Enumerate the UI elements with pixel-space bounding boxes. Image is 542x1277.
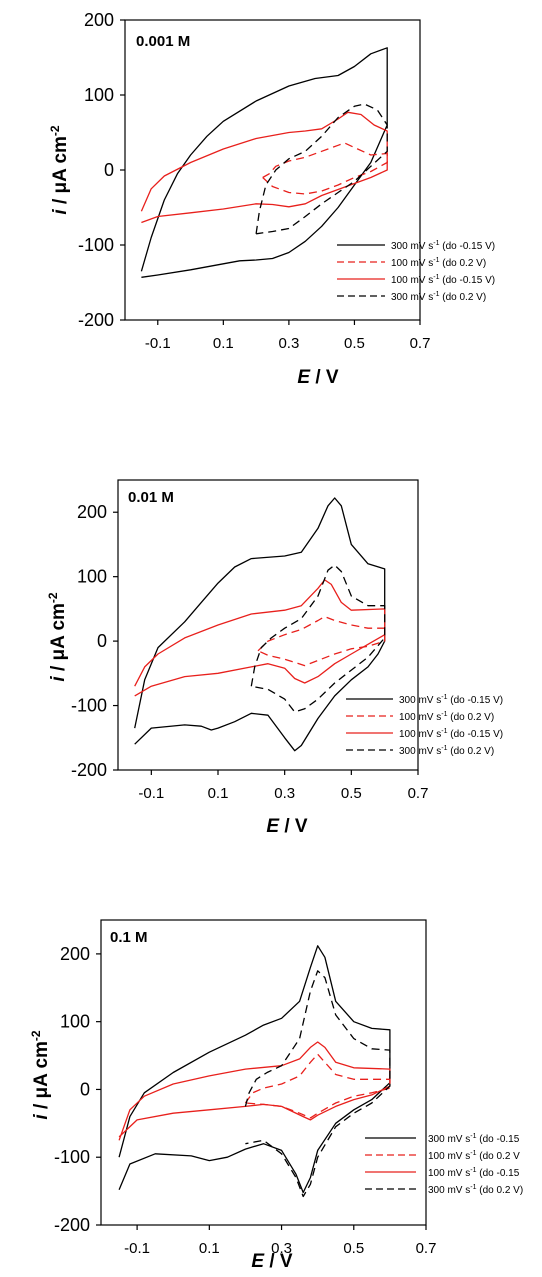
legend-entry: 100 mV s-1 (do 0.2 V) xyxy=(346,711,494,723)
y-tick-label: -200 xyxy=(78,310,114,330)
svg-text:100 mV s-1 (do -0.15: 100 mV s-1 (do -0.15 xyxy=(428,1167,520,1179)
svg-text:300 mV s-1 (do 0.2 V): 300 mV s-1 (do 0.2 V) xyxy=(399,745,494,757)
legend-entry: 300 mV s-1 (do -0.15 xyxy=(365,1133,520,1145)
y-tick-label: 100 xyxy=(60,1012,90,1032)
y-tick-label: -100 xyxy=(71,696,107,716)
plot-frame xyxy=(117,479,419,771)
series-line-3 xyxy=(140,111,388,224)
chart-title: 0.1 M xyxy=(110,929,148,946)
y-axis-ticks: 200 100 0 -100 -200 xyxy=(54,944,101,1235)
legend-entry: 100 mV s-1 (do 0.2 V xyxy=(365,1150,520,1162)
y-tick-label: 0 xyxy=(104,160,114,180)
chart-panel-3: -0.1 0.1 0.3 0.5 0.7 200 100 0 -100 -200 0.1 M i… xyxy=(29,919,523,1272)
y-tick-label: -100 xyxy=(78,235,114,255)
x-tick-label: 0.5 xyxy=(341,785,362,802)
legend-entry: 300 mV s-1 (do 0.2 V) xyxy=(365,1184,523,1196)
series-line-4 xyxy=(244,970,391,1198)
y-tick-label: 100 xyxy=(77,567,107,587)
x-tick-label: 0.3 xyxy=(271,1240,292,1257)
svg-text:100 mV s-1 (do 0.2 V: 100 mV s-1 (do 0.2 V xyxy=(428,1150,520,1162)
series-line-4 xyxy=(250,564,386,713)
y-axis-ticks: 200 100 0 -100 -200 xyxy=(78,10,125,330)
x-tick-label: 0.3 xyxy=(278,335,299,352)
series-line-4 xyxy=(255,103,388,235)
x-tick-label: 0.1 xyxy=(213,335,234,352)
series-layer xyxy=(134,497,386,752)
legend-entry: 300 mV s-1 (do -0.15 V) xyxy=(346,694,503,706)
y-tick-label: 0 xyxy=(80,1079,90,1099)
legend-entry: 300 mV s-1 (do 0.2 V) xyxy=(346,745,494,757)
svg-text:300 mV s-1 (do -0.15 V): 300 mV s-1 (do -0.15 V) xyxy=(399,694,503,706)
x-tick-label: -0.1 xyxy=(124,1240,150,1257)
legend: 300 mV s-1 (do -0.15 100 mV s-1 (do 0.2 … xyxy=(365,1133,523,1196)
series-line-2 xyxy=(257,615,386,667)
x-tick-label: 0.7 xyxy=(408,785,429,802)
x-axis-label: E / V xyxy=(297,367,339,388)
x-tick-label: 0.3 xyxy=(274,785,295,802)
series-line-1 xyxy=(140,47,388,278)
x-tick-label: 0.1 xyxy=(208,785,229,802)
y-axis-label: i / μA cm-2 xyxy=(29,1030,52,1119)
x-axis-label: E / V xyxy=(251,1251,293,1272)
series-line-2 xyxy=(244,1053,391,1119)
y-tick-label: -200 xyxy=(71,760,107,780)
y-tick-label: 100 xyxy=(84,85,114,105)
series-line-3 xyxy=(118,1041,391,1141)
legend-entry: 100 mV s-1 (do 0.2 V) xyxy=(337,257,486,269)
svg-text:i / μA cm-2: i / μA cm-2 xyxy=(48,125,71,214)
x-tick-label: 0.7 xyxy=(416,1240,437,1257)
x-tick-label: -0.1 xyxy=(138,785,164,802)
y-tick-label: -200 xyxy=(54,1215,90,1235)
plot-frame xyxy=(100,919,427,1226)
svg-text:100 mV s-1 (do 0.2 V): 100 mV s-1 (do 0.2 V) xyxy=(391,257,486,269)
y-tick-label: -100 xyxy=(54,1147,90,1167)
x-tick-label: -0.1 xyxy=(145,335,171,352)
y-axis-label: i / μA cm-2 xyxy=(46,592,69,681)
svg-text:300 mV s-1 (do -0.15: 300 mV s-1 (do -0.15 xyxy=(428,1133,520,1145)
x-axis-label: E / V xyxy=(266,816,308,837)
x-tick-label: 0.5 xyxy=(343,1240,364,1257)
series-line-3 xyxy=(134,579,386,697)
legend-entry: 300 mV s-1 (do 0.2 V) xyxy=(337,291,486,303)
svg-text:100 mV s-1 (do 0.2 V): 100 mV s-1 (do 0.2 V) xyxy=(399,711,494,723)
legend-entry: 100 mV s-1 (do -0.15 V) xyxy=(346,728,503,740)
chart-title: 0.001 M xyxy=(136,33,190,50)
svg-text:300 mV s-1 (do 0.2 V): 300 mV s-1 (do 0.2 V) xyxy=(428,1184,523,1196)
legend-entry: 300 mV s-1 (do -0.15 V) xyxy=(337,240,495,252)
svg-text:i / μA cm-2: i / μA cm-2 xyxy=(46,592,69,681)
svg-text:100 mV s-1 (do -0.15 V): 100 mV s-1 (do -0.15 V) xyxy=(399,728,503,740)
x-axis-ticks: -0.1 0.1 0.3 0.5 0.7 xyxy=(145,320,431,352)
legend: 300 mV s-1 (do -0.15 V) 100 mV s-1 (do 0… xyxy=(346,694,503,757)
series-line-1 xyxy=(134,497,386,752)
x-axis-ticks: -0.1 0.1 0.3 0.5 0.7 xyxy=(138,770,428,802)
legend-entry: 100 mV s-1 (do -0.15 V) xyxy=(337,274,495,286)
x-tick-label: 0.7 xyxy=(410,335,431,352)
svg-text:300 mV s-1 (do -0.15 V): 300 mV s-1 (do -0.15 V) xyxy=(391,240,495,252)
svg-text:100 mV s-1 (do -0.15 V): 100 mV s-1 (do -0.15 V) xyxy=(391,274,495,286)
x-tick-label: 0.1 xyxy=(199,1240,220,1257)
series-line-1 xyxy=(118,945,391,1194)
plot-frame xyxy=(124,19,421,321)
series-layer xyxy=(118,945,391,1198)
y-axis-ticks: 200 100 0 -100 -200 xyxy=(71,502,118,780)
y-axis-label: i / μA cm-2 xyxy=(48,125,71,214)
series-layer xyxy=(140,47,388,278)
y-tick-label: 200 xyxy=(77,502,107,522)
legend: 300 mV s-1 (do -0.15 V) 100 mV s-1 (do 0… xyxy=(337,240,495,303)
chart-title: 0.01 M xyxy=(128,489,174,506)
y-tick-label: 200 xyxy=(84,10,114,30)
x-axis-ticks: -0.1 0.1 0.3 0.5 0.7 xyxy=(124,1225,436,1257)
svg-text:i / μA cm-2: i / μA cm-2 xyxy=(29,1030,52,1119)
chart-panel-1: -0.1 0.1 0.3 0.5 0.7 200 100 0 -100 -200 0.001 M… xyxy=(48,10,495,388)
x-tick-label: 0.5 xyxy=(344,335,365,352)
y-tick-label: 200 xyxy=(60,944,90,964)
legend-entry: 100 mV s-1 (do -0.15 xyxy=(365,1167,520,1179)
y-tick-label: 0 xyxy=(97,631,107,651)
svg-text:300 mV s-1 (do 0.2 V): 300 mV s-1 (do 0.2 V) xyxy=(391,291,486,303)
